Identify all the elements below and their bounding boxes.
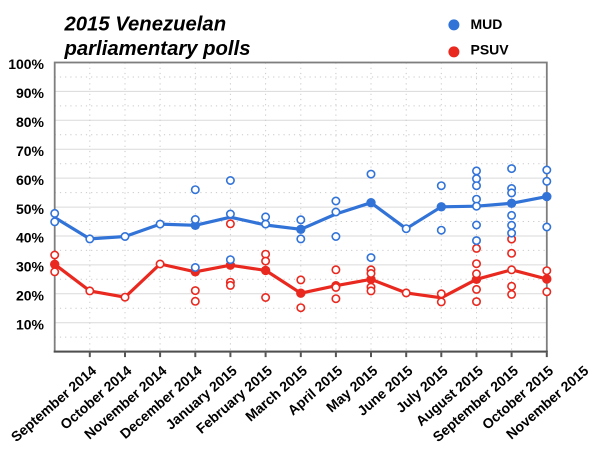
svg-text:2015 Venezuelan: 2015 Venezuelan — [64, 14, 227, 36]
svg-text:parliamentary polls: parliamentary polls — [64, 38, 251, 60]
svg-text:70%: 70% — [16, 143, 45, 159]
svg-text:PSUV: PSUV — [471, 41, 510, 57]
svg-text:90%: 90% — [16, 85, 45, 101]
svg-text:30%: 30% — [16, 259, 45, 275]
svg-text:80%: 80% — [16, 114, 45, 130]
svg-text:40%: 40% — [16, 230, 45, 246]
svg-text:10%: 10% — [16, 316, 45, 332]
svg-text:60%: 60% — [16, 172, 45, 188]
svg-text:50%: 50% — [16, 201, 45, 217]
svg-text:20%: 20% — [16, 288, 45, 304]
svg-text:MUD: MUD — [471, 16, 503, 32]
svg-text:100%: 100% — [8, 56, 44, 72]
